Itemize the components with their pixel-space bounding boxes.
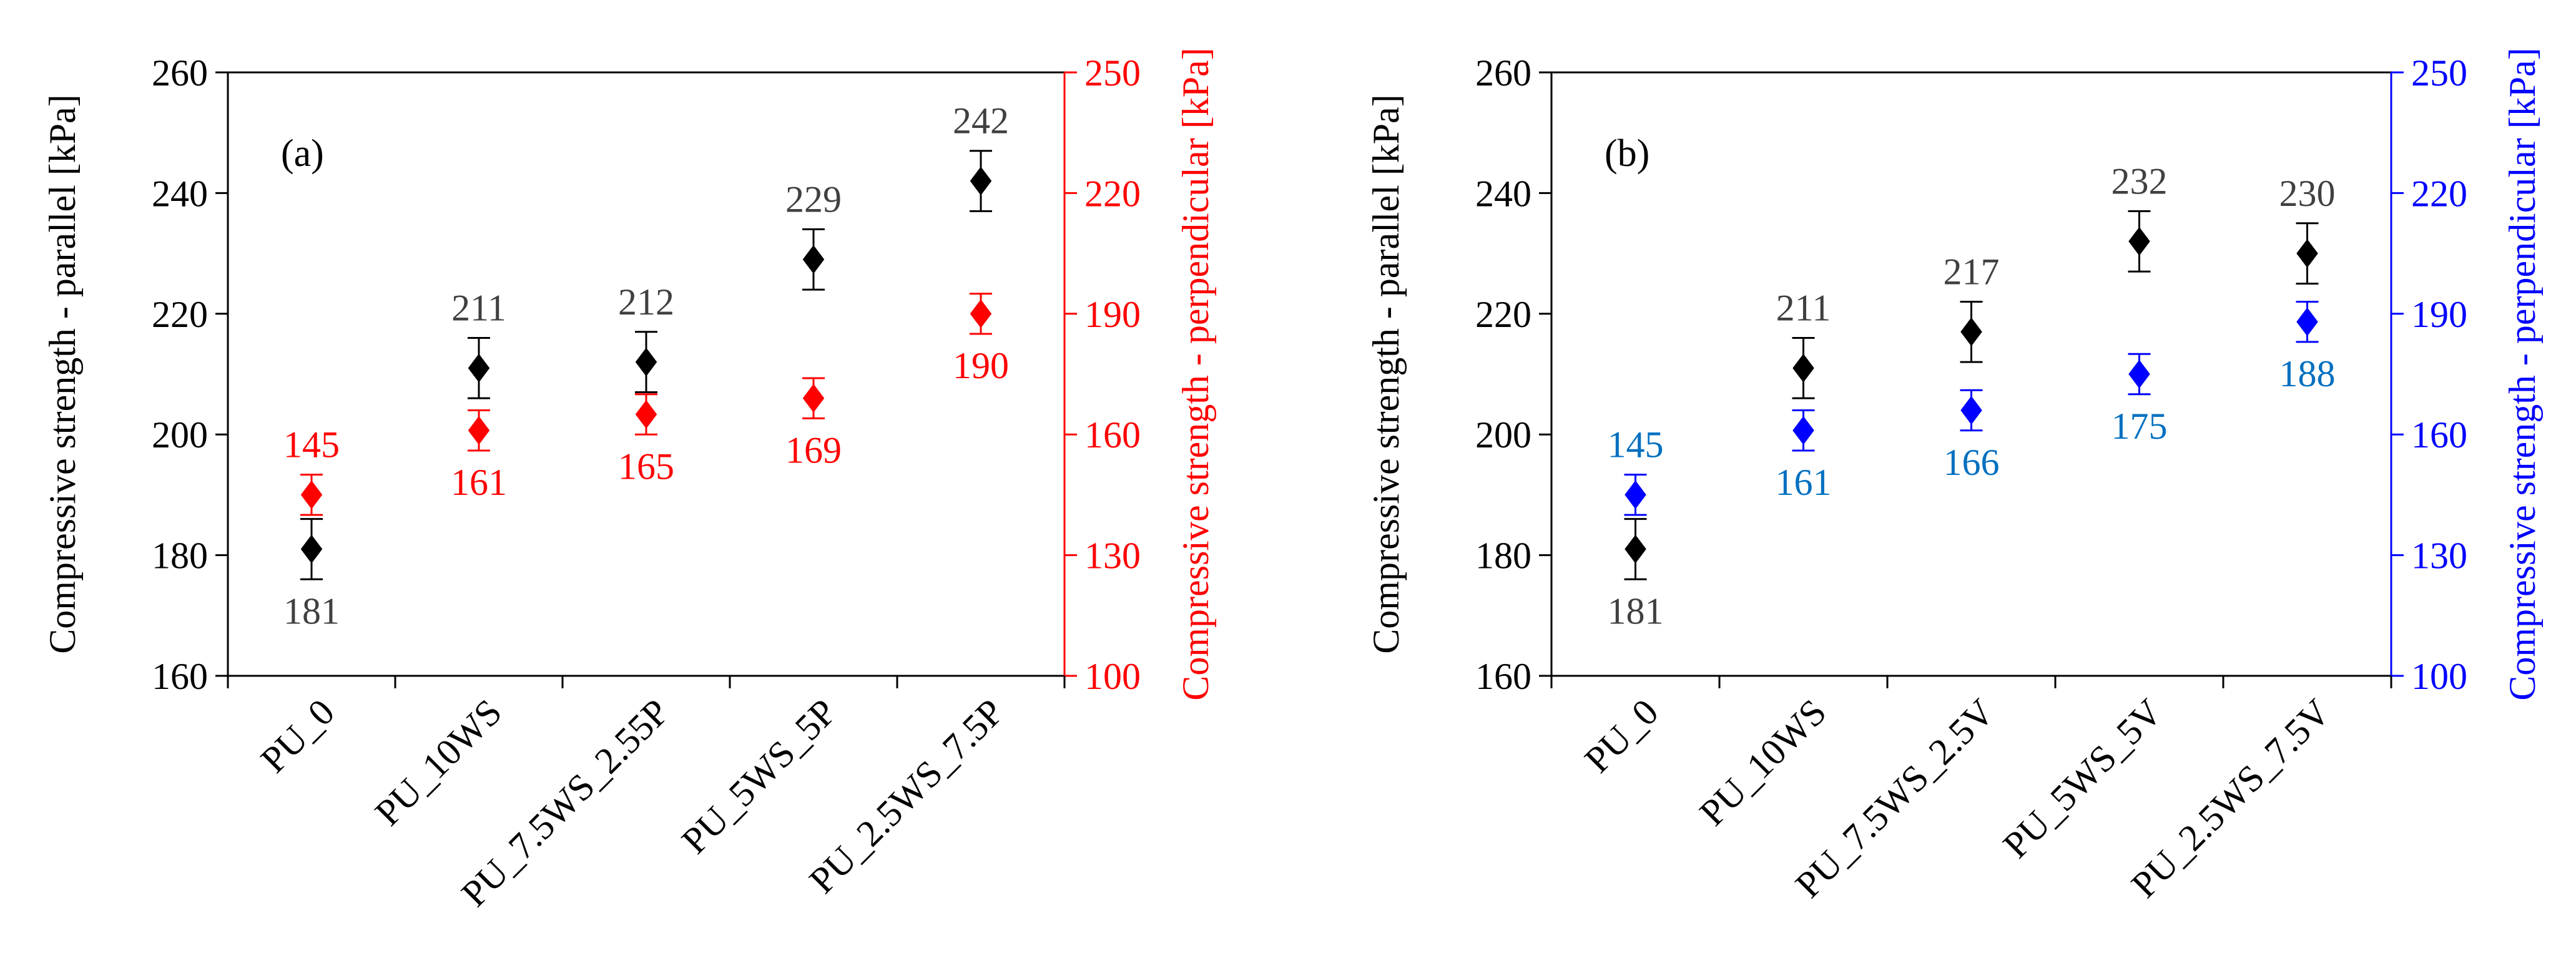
y-tick-label-left: 160 <box>1475 656 1531 697</box>
perpendicular-data-label: 145 <box>1608 424 1664 466</box>
panel-a-chart: 160 180 200 220 240 260 100 130 160 190 220 250 PU_0… <box>42 47 1216 914</box>
perpendicular-data-label: 161 <box>451 462 507 503</box>
parallel-point <box>1960 317 1982 346</box>
panel-b-chart: 160 180 200 220 240 260 100 130 160 190 220 250 PU_0… <box>1365 47 2543 905</box>
y-tick-label-right: 250 <box>1084 52 1141 94</box>
perpendicular-point <box>2296 307 2318 336</box>
perpendicular-data-label: 161 <box>1776 462 1832 503</box>
parallel-data-label: 229 <box>785 178 842 220</box>
parallel-data-label: 181 <box>1608 590 1664 632</box>
perpendicular-data-label: 188 <box>2279 353 2336 394</box>
parallel-data-label: 211 <box>451 287 506 328</box>
y-tick-label-left: 180 <box>1475 535 1531 577</box>
parallel-data-label: 181 <box>283 590 340 632</box>
perpendicular-point <box>468 416 490 445</box>
perpendicular-data-label: 166 <box>1944 442 2000 483</box>
y-tick-label-right: 190 <box>1084 294 1141 335</box>
y-tick-label-right: 100 <box>1084 656 1141 697</box>
y-axis-title-right: Compressive strength - perpendicular [kP… <box>2502 47 2543 700</box>
perpendicular-point <box>2128 359 2150 389</box>
parallel-point <box>1792 353 1814 383</box>
y-tick-label-left: 260 <box>1475 52 1531 94</box>
perpendicular-data-label: 190 <box>953 345 1009 386</box>
y-tick-label-left: 180 <box>152 535 208 577</box>
perpendicular-point <box>802 384 825 413</box>
parallel-point <box>970 167 992 196</box>
y-axis-title-left: Compressive strength - parallel [kPa] <box>1365 94 1407 653</box>
perpendicular-point <box>1625 480 1646 509</box>
perpendicular-point <box>1960 396 1982 425</box>
parallel-data-label: 211 <box>1776 287 1831 328</box>
perpendicular-data-label: 169 <box>785 430 842 471</box>
perpendicular-point <box>1792 416 1814 445</box>
parallel-point <box>300 534 323 564</box>
y-axis-title-left: Compressive strength - parallel [kPa] <box>42 94 83 653</box>
perpendicular-data-label: 165 <box>618 446 674 487</box>
x-tick-label: PU_5WS_5V <box>1995 691 2170 866</box>
y-tick-label-left: 220 <box>152 294 208 335</box>
parallel-point <box>635 348 657 377</box>
panel-label: (a) <box>281 132 324 175</box>
parallel-data-label: 212 <box>618 281 674 323</box>
y-tick-label-left: 200 <box>152 414 208 456</box>
y-tick-label-left: 260 <box>152 52 208 94</box>
x-tick-label: PU_10WS <box>1692 691 1834 834</box>
y-axis-title-right: Compressive strength - perpendicular [kP… <box>1175 47 1216 700</box>
perpendicular-point <box>300 480 323 509</box>
y-tick-label-right: 160 <box>1084 414 1141 456</box>
y-tick-label-right: 220 <box>1084 173 1141 214</box>
y-tick-label-left: 220 <box>1475 294 1531 335</box>
parallel-data-label: 217 <box>1944 251 2000 292</box>
y-tick-label-left: 240 <box>152 173 208 214</box>
perpendicular-data-label: 145 <box>283 424 340 466</box>
perpendicular-point <box>970 299 992 328</box>
y-tick-label-right: 250 <box>2411 52 2467 94</box>
perpendicular-point <box>635 399 657 429</box>
perpendicular-data-label: 175 <box>2111 406 2168 447</box>
parallel-point <box>468 353 490 383</box>
y-tick-label-left: 200 <box>1475 414 1531 456</box>
parallel-point <box>2296 239 2318 268</box>
y-tick-label-left: 240 <box>1475 173 1531 214</box>
y-tick-label-right: 220 <box>2411 173 2467 214</box>
parallel-point <box>1625 534 1646 564</box>
parallel-data-label: 230 <box>2279 173 2336 214</box>
parallel-data-label: 232 <box>2111 160 2168 202</box>
y-tick-label-right: 130 <box>2411 535 2467 577</box>
parallel-data-label: 242 <box>953 100 1009 142</box>
panel-label: (b) <box>1605 132 1649 175</box>
y-tick-label-right: 160 <box>2411 414 2467 456</box>
x-tick-label: PU_0 <box>253 691 342 781</box>
y-tick-label-left: 160 <box>152 656 208 697</box>
y-tick-label-right: 190 <box>2411 294 2467 335</box>
y-tick-label-right: 100 <box>2411 656 2467 697</box>
x-tick-label: PU_10WS <box>367 691 509 834</box>
parallel-point <box>802 245 825 274</box>
y-tick-label-right: 130 <box>1084 535 1141 577</box>
parallel-point <box>2128 227 2150 256</box>
x-tick-label: PU_5WS_5P <box>674 691 844 862</box>
x-tick-label: PU_0 <box>1576 691 1666 781</box>
